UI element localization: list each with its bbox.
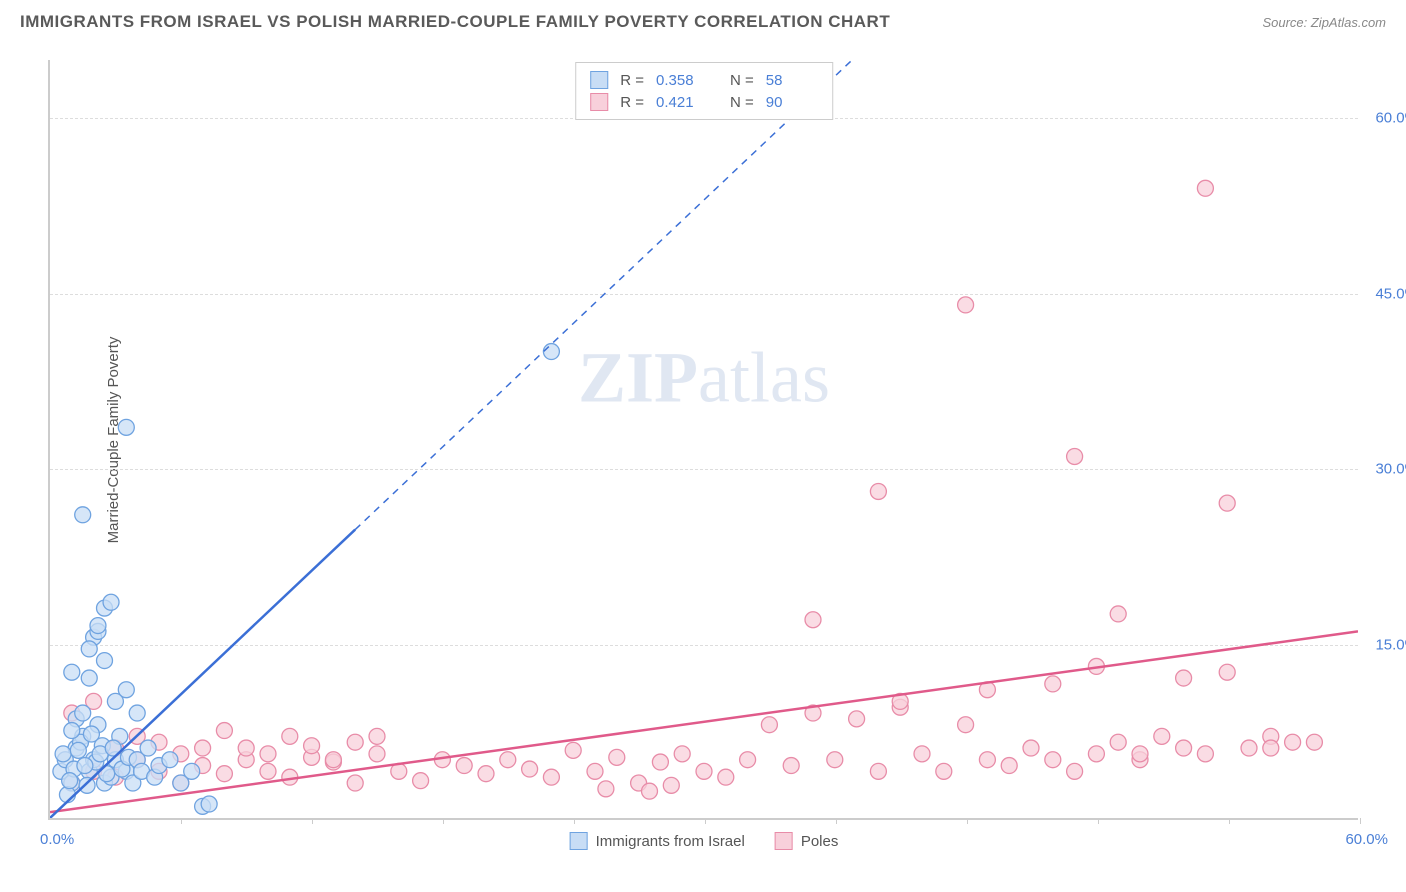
swatch-israel xyxy=(590,71,608,89)
legend-item-poles: Poles xyxy=(775,832,839,850)
n-label: N = xyxy=(730,72,754,89)
legend-label-poles: Poles xyxy=(801,833,839,850)
legend-row-poles: R = 0.421 N = 90 xyxy=(590,91,818,113)
chart-container: Married-Couple Family Poverty ZIPatlas R… xyxy=(48,60,1358,820)
n-label: N = xyxy=(730,94,754,111)
chart-title: IMMIGRANTS FROM ISRAEL VS POLISH MARRIED… xyxy=(20,12,890,32)
chart-source: Source: ZipAtlas.com xyxy=(1262,15,1386,30)
r-value-israel: 0.358 xyxy=(656,72,708,89)
ytick-label: 45.0% xyxy=(1375,285,1406,302)
xtick-left: 0.0% xyxy=(40,831,74,848)
chart-header: IMMIGRANTS FROM ISRAEL VS POLISH MARRIED… xyxy=(0,0,1406,40)
plot-area: ZIPatlas R = 0.358 N = 58 R = 0.421 N = … xyxy=(48,60,1358,820)
legend-label-israel: Immigrants from Israel xyxy=(596,833,745,850)
plot-svg xyxy=(50,60,1358,818)
swatch-poles xyxy=(775,832,793,850)
xtick-right: 60.0% xyxy=(1345,831,1388,848)
n-value-israel: 58 xyxy=(766,72,818,89)
n-value-poles: 90 xyxy=(766,94,818,111)
r-label: R = xyxy=(620,94,644,111)
ytick-label: 30.0% xyxy=(1375,461,1406,478)
swatch-poles xyxy=(590,93,608,111)
ytick-label: 60.0% xyxy=(1375,110,1406,127)
legend-item-israel: Immigrants from Israel xyxy=(570,832,745,850)
r-label: R = xyxy=(620,72,644,89)
legend-correlation: R = 0.358 N = 58 R = 0.421 N = 90 xyxy=(575,62,833,120)
legend-row-israel: R = 0.358 N = 58 xyxy=(590,69,818,91)
ytick-label: 15.0% xyxy=(1375,636,1406,653)
swatch-israel xyxy=(570,832,588,850)
r-value-poles: 0.421 xyxy=(656,94,708,111)
legend-series: Immigrants from Israel Poles xyxy=(570,832,839,850)
